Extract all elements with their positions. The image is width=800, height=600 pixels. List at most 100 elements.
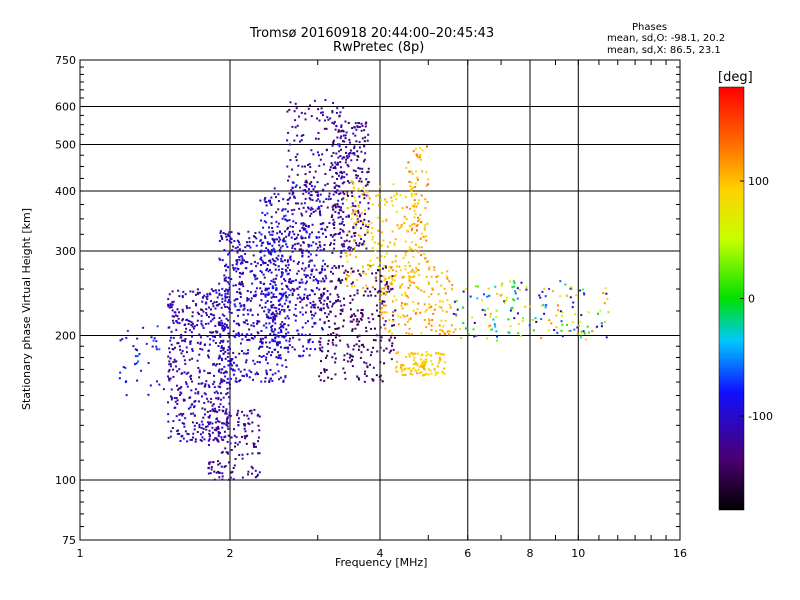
data-point: [279, 303, 282, 306]
data-point: [338, 115, 341, 118]
data-point: [374, 276, 377, 279]
data-point: [327, 350, 330, 353]
data-point: [324, 235, 327, 238]
data-point: [234, 336, 237, 339]
data-point: [271, 249, 274, 252]
data-point: [434, 373, 437, 376]
data-point: [185, 327, 188, 330]
data-point: [548, 287, 551, 290]
data-point: [228, 231, 231, 234]
data-point: [266, 352, 269, 355]
data-point: [356, 174, 359, 177]
data-point: [386, 245, 389, 248]
data-point: [210, 397, 213, 400]
data-point: [292, 260, 295, 263]
data-point: [240, 272, 243, 275]
data-point: [299, 281, 302, 284]
data-point: [381, 302, 384, 305]
data-point: [281, 305, 284, 308]
data-point: [335, 163, 338, 166]
data-point: [278, 299, 281, 302]
data-point: [351, 320, 354, 323]
data-point: [207, 349, 210, 352]
data-point: [580, 314, 583, 317]
data-point: [339, 155, 342, 158]
data-point: [381, 380, 384, 383]
data-point: [205, 428, 208, 431]
data-point: [408, 277, 411, 280]
data-point: [227, 422, 230, 425]
data-point: [294, 102, 297, 105]
data-point: [289, 255, 292, 258]
data-point: [467, 332, 470, 335]
data-point: [216, 392, 219, 395]
data-point: [443, 361, 446, 364]
data-point: [228, 411, 231, 414]
data-point: [371, 235, 374, 238]
data-point: [256, 473, 259, 476]
data-point: [363, 212, 366, 215]
data-point: [315, 249, 318, 252]
data-point: [238, 232, 241, 235]
data-point: [263, 250, 266, 253]
data-point: [191, 357, 194, 360]
data-point: [286, 210, 289, 213]
data-point: [304, 181, 307, 184]
data-point: [321, 232, 324, 235]
data-point: [239, 248, 242, 251]
data-point: [196, 291, 199, 294]
data-point: [447, 329, 450, 332]
data-point: [351, 365, 354, 368]
data-point: [258, 320, 261, 323]
data-point: [319, 360, 322, 363]
data-point: [337, 327, 340, 330]
data-point: [306, 206, 309, 209]
data-point: [277, 354, 280, 357]
data-point: [220, 236, 223, 239]
data-point: [360, 344, 363, 347]
data-point: [379, 267, 382, 270]
data-point: [336, 143, 339, 146]
data-point: [299, 244, 302, 247]
data-point: [280, 331, 283, 334]
data-point: [226, 391, 229, 394]
data-point: [228, 383, 231, 386]
data-point: [204, 408, 207, 411]
data-point: [357, 348, 360, 351]
data-point: [283, 302, 286, 305]
data-point: [209, 372, 212, 375]
data-point: [424, 207, 427, 210]
data-point: [222, 405, 225, 408]
data-point: [374, 339, 377, 342]
data-point: [181, 318, 184, 321]
data-point: [410, 248, 413, 251]
data-point: [412, 300, 415, 303]
data-point: [314, 306, 317, 309]
data-point: [548, 319, 551, 322]
data-point: [283, 278, 286, 281]
data-point: [288, 108, 291, 111]
data-point: [317, 131, 320, 134]
data-point: [320, 111, 323, 114]
data-point: [399, 226, 402, 229]
data-point: [217, 369, 220, 372]
data-point: [216, 411, 219, 414]
data-point: [441, 309, 444, 312]
data-point: [320, 371, 323, 374]
data-point: [222, 329, 225, 332]
data-point: [332, 152, 335, 155]
data-point: [247, 417, 250, 420]
data-point: [256, 277, 259, 280]
data-point: [531, 318, 534, 321]
data-point: [237, 421, 240, 424]
data-point: [168, 377, 171, 380]
data-point: [261, 211, 264, 214]
data-point: [198, 333, 201, 336]
data-point: [486, 337, 489, 340]
data-point: [219, 341, 222, 344]
data-point: [175, 415, 178, 418]
data-point: [241, 282, 244, 285]
data-point: [221, 422, 224, 425]
data-point: [291, 213, 294, 216]
data-point: [240, 280, 243, 283]
